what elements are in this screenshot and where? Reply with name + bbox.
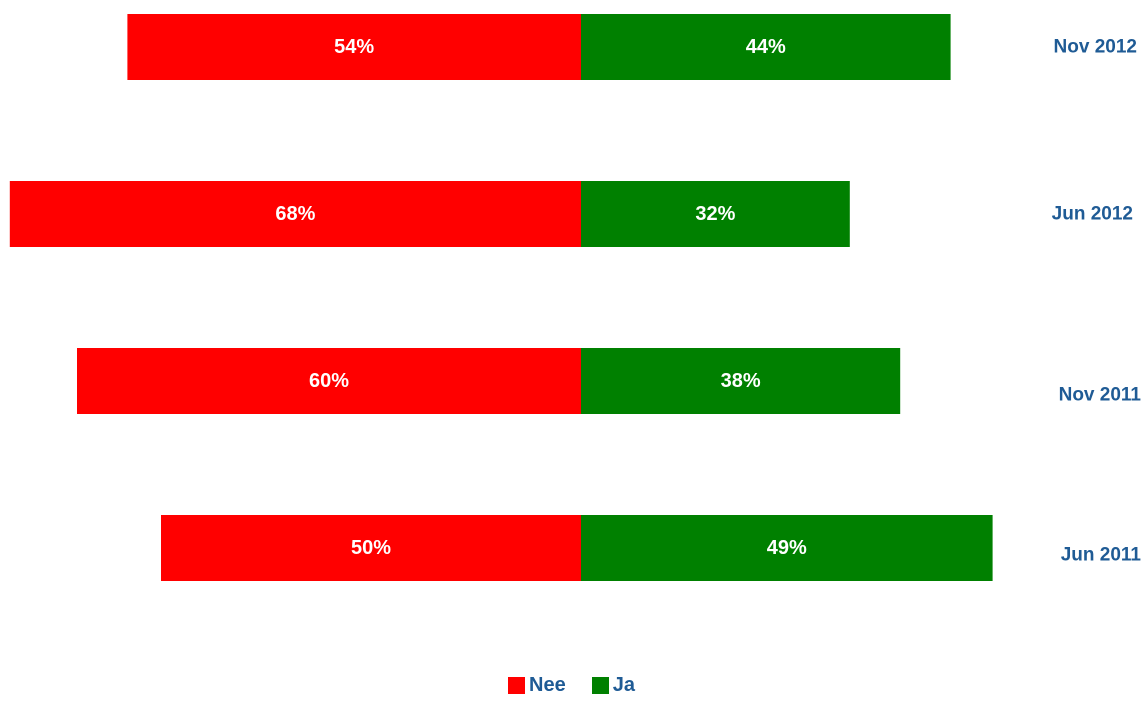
value-label-nee-nov-2012: 54% — [334, 36, 374, 58]
value-label-ja-nov-2011: 38% — [721, 370, 761, 392]
value-label-ja-jun-2011: 49% — [767, 537, 807, 559]
value-label-nee-nov-2011: 60% — [309, 370, 349, 392]
value-label-nee-jun-2012: 68% — [275, 203, 315, 225]
category-label-nov-2012: Nov 2012 — [1054, 37, 1137, 58]
value-label-nee-jun-2011: 50% — [351, 537, 391, 559]
value-label-ja-jun-2012: 32% — [695, 203, 735, 225]
category-label-nov-2011: Nov 2011 — [1059, 385, 1142, 406]
value-label-ja-nov-2012: 44% — [746, 36, 786, 58]
category-label-jun-2011: Jun 2011 — [1061, 545, 1142, 566]
category-label-jun-2012: Jun 2012 — [1052, 204, 1133, 225]
